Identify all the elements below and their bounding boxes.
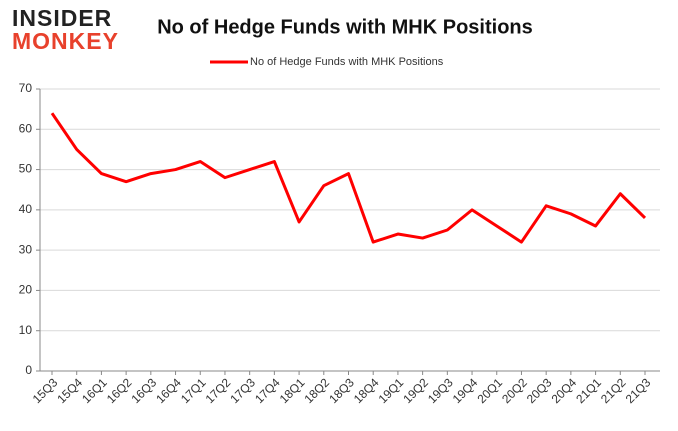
chart-title: No of Hedge Funds with MHK Positions xyxy=(157,16,533,38)
y-tick-label: 30 xyxy=(19,242,33,256)
y-tick-label: 50 xyxy=(19,162,33,176)
y-tick-label: 70 xyxy=(19,81,33,95)
logo-line2: MONKEY xyxy=(12,28,119,54)
y-tick-label: 10 xyxy=(19,323,33,337)
y-tick-label: 40 xyxy=(19,202,33,216)
legend-label: No of Hedge Funds with MHK Positions xyxy=(250,56,444,68)
line-series xyxy=(50,112,647,244)
y-tick-label: 20 xyxy=(19,283,33,297)
y-tick-label: 60 xyxy=(19,121,33,135)
logo-line1: INSIDER xyxy=(12,5,112,31)
y-tick-label: 0 xyxy=(25,363,32,377)
